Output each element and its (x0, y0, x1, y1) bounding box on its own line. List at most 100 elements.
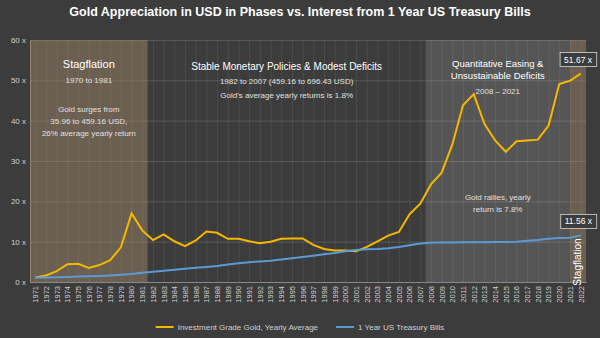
x-tick-label: 2016 (512, 286, 521, 303)
x-tick: 1985 (181, 40, 190, 303)
x-tick: 1984 (170, 40, 179, 303)
x-tick: 1983 (160, 40, 169, 303)
x-tick-label: 2007 (416, 286, 425, 303)
x-tick-label: 2011 (459, 286, 468, 302)
chart: Gold Appreciation in USD in Phases vs. I… (0, 0, 600, 338)
x-grid-line (174, 40, 175, 282)
data-label: 11.56 x (561, 214, 597, 228)
x-tick-label: 1977 (95, 286, 104, 303)
region-text: 35.96 to 459.16 USD, (50, 117, 127, 126)
x-tick-label: 2010 (448, 286, 457, 303)
x-tick-label: 1982 (149, 286, 158, 303)
phase-region (426, 40, 570, 282)
y-tick-label: 20 x (11, 197, 26, 206)
x-tick-label: 2018 (534, 286, 543, 303)
x-tick-label: 1997 (309, 286, 318, 303)
x-tick-label: 2019 (544, 286, 553, 303)
legend-label: Investment Grade Gold, Yearly Average (178, 323, 319, 332)
x-grid-line (420, 40, 421, 282)
x-tick-label: 1994 (277, 286, 286, 303)
x-tick: 1982 (149, 40, 158, 303)
plot: 0 x10 x20 x30 x40 x50 x60 x1971197219731… (11, 36, 597, 303)
x-tick: 2001 (352, 40, 361, 303)
x-tick-label: 2008 (427, 286, 436, 303)
x-axis-line (31, 282, 587, 283)
x-tick-label: 1973 (53, 286, 62, 303)
series-line (35, 235, 580, 277)
legend-label: 1 Year US Treasury Bills (358, 323, 444, 332)
x-tick-label: 2021 (566, 286, 575, 303)
region-subtitle: 1970 to 1981 (65, 76, 112, 85)
annotations: Stagflation 1970 to 1981 Gold surges from 3… (42, 58, 584, 286)
background (0, 0, 600, 338)
x-tick-label: 1975 (74, 286, 83, 303)
data-label-box (560, 53, 597, 67)
x-tick: 1987 (202, 40, 211, 303)
x-tick-label: 2000 (341, 286, 350, 303)
x-tick-label: 1974 (63, 286, 72, 303)
x-tick-label: 2014 (491, 286, 500, 303)
x-tick-label: 2005 (395, 286, 404, 303)
x-grid-line (206, 40, 207, 282)
region-text: Gold rallies, yearly (465, 193, 531, 202)
x-tick-label: 2002 (363, 286, 372, 303)
annotation-text: Gold’s average yearly returns is 1.8% (220, 91, 353, 100)
x-tick-label: 1971 (31, 286, 40, 303)
x-tick-label: 1978 (106, 286, 115, 303)
x-tick-label: 1999 (331, 286, 340, 303)
x-tick-label: 1985 (181, 286, 190, 303)
y-tick-label: 0 x (15, 278, 26, 287)
x-tick-label: 1987 (202, 286, 211, 303)
x-tick-label: 1991 (245, 286, 254, 303)
y-tick-label: 40 x (11, 117, 26, 126)
x-grid-line (196, 40, 197, 282)
region-label: Unsustainable Deficits (451, 70, 545, 81)
data-labels: 51.67 x 11.56 x (560, 53, 597, 229)
x-tick-label: 1989 (224, 286, 233, 303)
title: Gold Appreciation in USD in Phases vs. I… (69, 5, 530, 19)
x-grid-line (153, 40, 154, 282)
x-tick-label: 1990 (234, 286, 243, 303)
y-tick-label: 50 x (11, 76, 26, 85)
x-grid-line (356, 40, 357, 282)
x-tick-label: 1979 (117, 286, 126, 303)
x-tick-label: 1983 (160, 286, 169, 303)
x-tick: 2005 (395, 40, 404, 303)
region-label: Stagflation (63, 58, 115, 70)
data-label-box (561, 214, 597, 228)
region-text: Gold surges from (58, 105, 120, 114)
x-grid-line (217, 40, 218, 282)
legend-item: 1 Year US Treasury Bills (336, 323, 444, 332)
x-tick-label: 2015 (502, 286, 511, 303)
x-grid-line (164, 40, 165, 282)
y-tick-label: 10 x (11, 238, 26, 247)
y-axis: 0 x10 x20 x30 x40 x50 x60 x (11, 36, 586, 287)
x-tick-label: 2022 (577, 286, 586, 303)
x-tick: 2002 (363, 40, 372, 303)
x-grid-line (399, 40, 400, 282)
x-tick: 2007 (416, 40, 425, 303)
x-tick: 2006 (405, 40, 414, 303)
annotation-title: Stable Monetary Policies & Modest Defici… (191, 61, 382, 72)
legend-swatch (156, 326, 174, 328)
marks (30, 40, 586, 282)
x-tick-label: 1995 (288, 286, 297, 303)
x-grid-line (378, 40, 379, 282)
legend-swatch (336, 326, 354, 328)
x-tick-label: 2013 (480, 286, 489, 303)
region-text: 26% average yearly return (42, 129, 136, 138)
x-tick: 2004 (384, 40, 393, 303)
x-grid-line (388, 40, 389, 282)
x-tick-label: 1992 (256, 286, 265, 303)
region-label: Stagflation (572, 238, 583, 285)
x-tick-label: 2009 (438, 286, 447, 303)
x-tick-label: 1980 (127, 286, 136, 303)
x-tick-label: 1998 (320, 286, 329, 303)
data-label: 51.67 x (560, 53, 597, 67)
x-tick-label: 1984 (170, 286, 179, 303)
x-tick-label: 2001 (352, 286, 361, 303)
data-label-text: 11.56 x (565, 216, 593, 226)
x-axis: 1971197219731974197519761977197819791980… (31, 40, 587, 303)
x-tick-label: 1993 (266, 286, 275, 303)
annotation-text: 1982 to 2007 (459.16 to 696.43 USD) (220, 77, 354, 86)
